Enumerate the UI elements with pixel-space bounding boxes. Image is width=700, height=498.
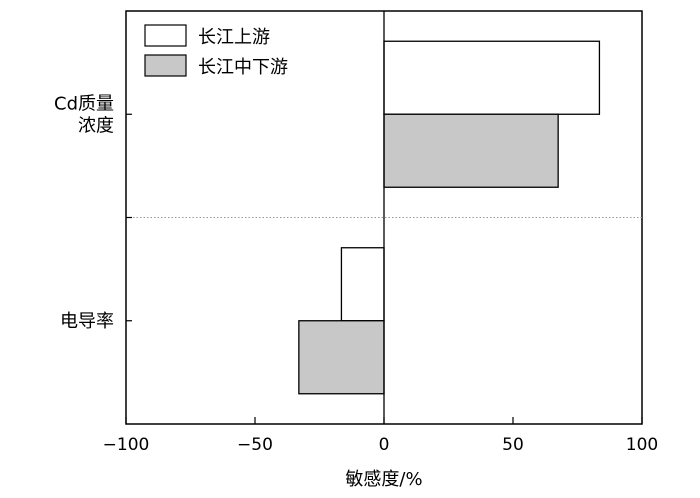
x-tick-label: 100 xyxy=(626,435,658,455)
legend-swatch-1 xyxy=(144,54,187,77)
y-category-label-line: 浓度 xyxy=(78,115,114,136)
bar-upper-1 xyxy=(340,247,385,322)
x-tick-label: −100 xyxy=(103,435,150,455)
legend-swatch-0 xyxy=(144,24,187,47)
x-tick-label: −50 xyxy=(237,435,273,455)
legend-label-0: 长江上游 xyxy=(198,27,270,48)
chart-marks xyxy=(298,40,601,395)
y-category-label-line: 电导率 xyxy=(60,311,114,332)
x-axis-title: 敏感度/% xyxy=(345,469,422,490)
y-category-label-line: Cd质量 xyxy=(54,93,114,114)
bar-upper-0 xyxy=(383,40,601,115)
legend-label-1: 长江中下游 xyxy=(198,57,288,78)
bar-lower-1 xyxy=(298,320,385,395)
y-category-label: Cd质量浓度 xyxy=(54,93,114,136)
y-category-label: 电导率 xyxy=(60,311,114,332)
bar-lower-0 xyxy=(383,113,559,188)
x-tick-label: 50 xyxy=(502,435,524,455)
x-tick-label: 0 xyxy=(379,435,390,455)
